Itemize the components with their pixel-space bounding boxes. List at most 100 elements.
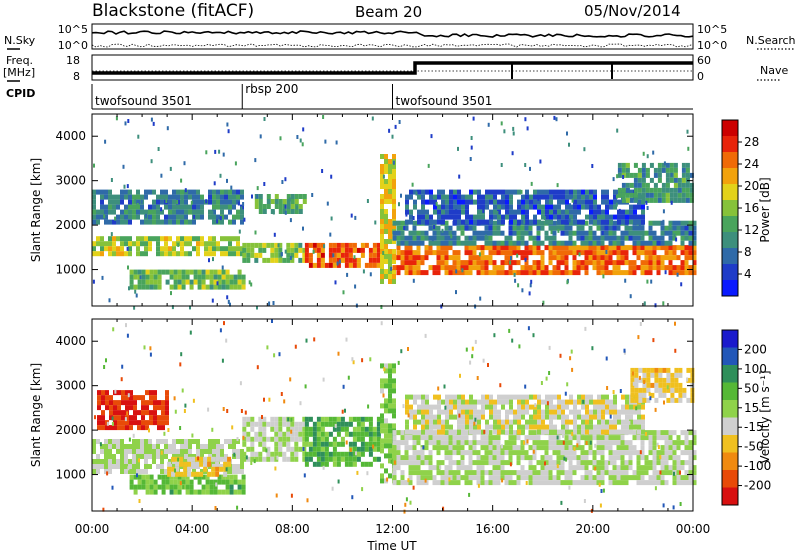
heatmap-cell [246,421,251,427]
heatmap-cell [408,270,413,276]
heatmap-cell [396,455,401,461]
heatmap-cell [676,470,681,476]
heatmap-cell [573,189,577,195]
y-tick-label: 4000 [55,334,86,348]
heatmap-cell [258,209,263,214]
heatmap-cell [137,284,142,290]
heatmap-cell [471,354,474,359]
heatmap-cell [408,230,413,236]
heatmap-cell [573,219,577,225]
heatmap-cell [272,210,275,215]
heatmap-cell [646,367,651,373]
heatmap-cell [388,239,392,244]
heatmap-cell [561,419,565,425]
heatmap-cell [544,455,549,461]
heatmap-cell [625,424,629,430]
heatmap-cell [623,348,626,353]
heatmap-cell [456,480,461,486]
heatmap-cell [421,199,425,205]
heatmap-cell [104,454,108,459]
colorbar-segment [722,280,738,297]
heatmap-cell [380,219,384,224]
heatmap-cell [639,450,642,455]
heatmap-cell [165,390,169,396]
heatmap-cell [124,251,128,257]
heatmap-cell [625,414,629,420]
heatmap-cell [156,241,160,247]
heatmap-cell [676,255,681,261]
heatmap-cell [192,469,196,474]
heatmap-cell [215,471,220,477]
heatmap-cell [452,240,457,246]
heatmap-cell [616,174,619,179]
heatmap-cell [294,209,299,214]
heatmap-cell [617,192,622,198]
heatmap-cell [644,480,649,486]
heatmap-cell [465,194,469,200]
colorbar-tick-label: 15 [744,401,759,415]
heatmap-cell [141,405,145,411]
heatmap-cell [504,260,509,266]
heatmap-cell [500,475,505,481]
heatmap-cell [409,219,413,225]
heatmap-cell [533,424,537,430]
heatmap-cell [232,189,236,195]
heatmap-cell [223,456,228,462]
heatmap-cell [645,200,648,205]
heatmap-cell [613,204,617,210]
heatmap-cell [512,480,517,486]
heatmap-cell [374,220,377,225]
heatmap-cell [512,435,517,441]
heatmap-cell [221,358,224,363]
heatmap-cell [532,480,537,486]
heatmap-cell [405,429,409,435]
colorbar-tick-label: -15 [744,420,764,434]
heatmap-cell [245,455,248,460]
heatmap-cell [294,252,299,258]
heatmap-cell [652,465,657,471]
heatmap-cell [312,421,317,427]
heatmap-cell [665,177,670,183]
heatmap-cell [220,204,224,210]
heatmap-cell [680,460,685,466]
heatmap-cell [409,194,413,200]
heatmap-cell [420,450,425,456]
heatmap-cell [136,209,140,215]
heatmap-cell [588,250,593,256]
heatmap-cell [564,391,567,396]
heatmap-cell [356,446,361,452]
heatmap-cell [258,441,263,447]
heatmap-cell [476,245,481,251]
heatmap-cell [167,428,170,432]
heatmap-cell [184,219,188,225]
heatmap-cell [137,134,140,139]
heatmap-cell [540,255,545,261]
heatmap-cell [404,440,409,446]
heatmap-cell [548,345,551,350]
heatmap-cell [364,262,369,268]
heatmap-cell [209,489,214,495]
heatmap-cell [621,167,626,173]
heatmap-cell [557,214,561,220]
heatmap-cell [488,475,493,481]
heatmap-cell [453,404,457,410]
heatmap-cell [612,455,617,461]
heatmap-cell [405,199,409,205]
heatmap-cell [624,225,629,231]
heatmap-cell [380,194,384,199]
x-tick-label: 00:00 [75,522,110,536]
heatmap-cell [332,416,337,422]
heatmap-cell [524,250,529,256]
heatmap-cell [420,260,425,266]
heatmap-cell [541,209,545,215]
heatmap-cell [637,192,642,198]
heatmap-cell [312,451,317,457]
heatmap-cell [104,449,108,454]
heatmap-cell [262,257,267,263]
heatmap-cell [433,424,437,430]
heatmap-cell [645,192,650,198]
heatmap-cell [477,194,481,200]
heatmap-cell [156,246,160,252]
heatmap-cell [201,279,206,285]
